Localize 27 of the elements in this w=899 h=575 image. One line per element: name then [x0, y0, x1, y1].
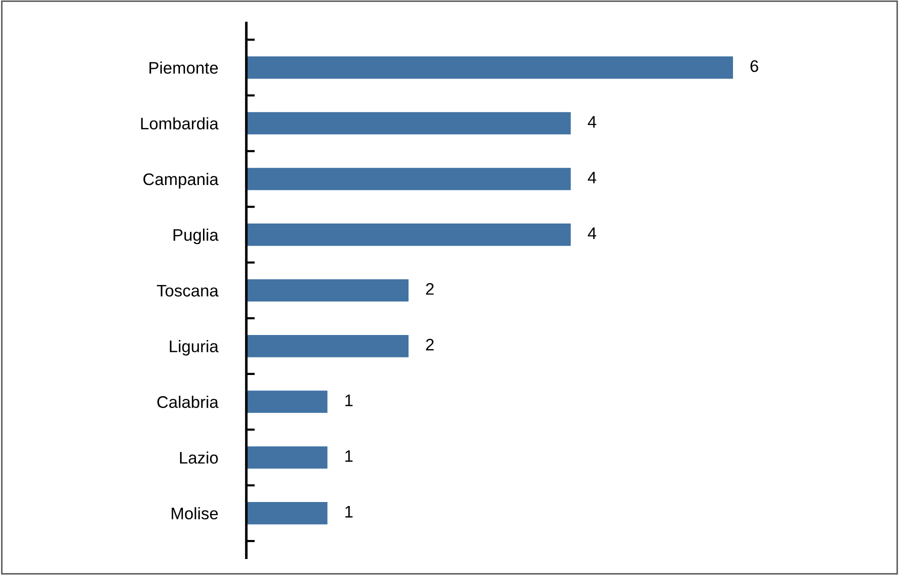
data-label: 2 — [426, 338, 434, 350]
y-tick-label: Molise — [172, 507, 218, 520]
bar — [246, 279, 409, 302]
y-tick-label: Toscana — [156, 284, 219, 297]
y-tick-label: Lazio — [180, 451, 218, 464]
y-tick-label: Puglia — [174, 228, 219, 244]
data-label: 4 — [588, 172, 596, 184]
data-label: 6 — [750, 60, 758, 72]
y-tick-label: Calabria — [157, 396, 219, 408]
bar — [246, 502, 328, 524]
bar — [246, 224, 571, 246]
bar — [246, 446, 328, 469]
data-label: 2 — [426, 283, 434, 295]
y-tick-label: Piemonte — [150, 62, 218, 74]
data-label: 4 — [588, 116, 596, 128]
data-label: 4 — [588, 228, 596, 239]
data-label: 1 — [345, 506, 353, 518]
y-tick-label: Campania — [143, 172, 219, 188]
bar — [246, 390, 328, 413]
bar — [246, 334, 409, 358]
data-label: 1 — [345, 450, 353, 462]
bar — [246, 56, 734, 79]
data-label: 1 — [345, 394, 353, 406]
bar — [246, 112, 571, 134]
bar — [246, 168, 571, 190]
y-tick-label: Liguria — [170, 340, 219, 356]
y-tick-label: Lombardia — [141, 117, 219, 130]
